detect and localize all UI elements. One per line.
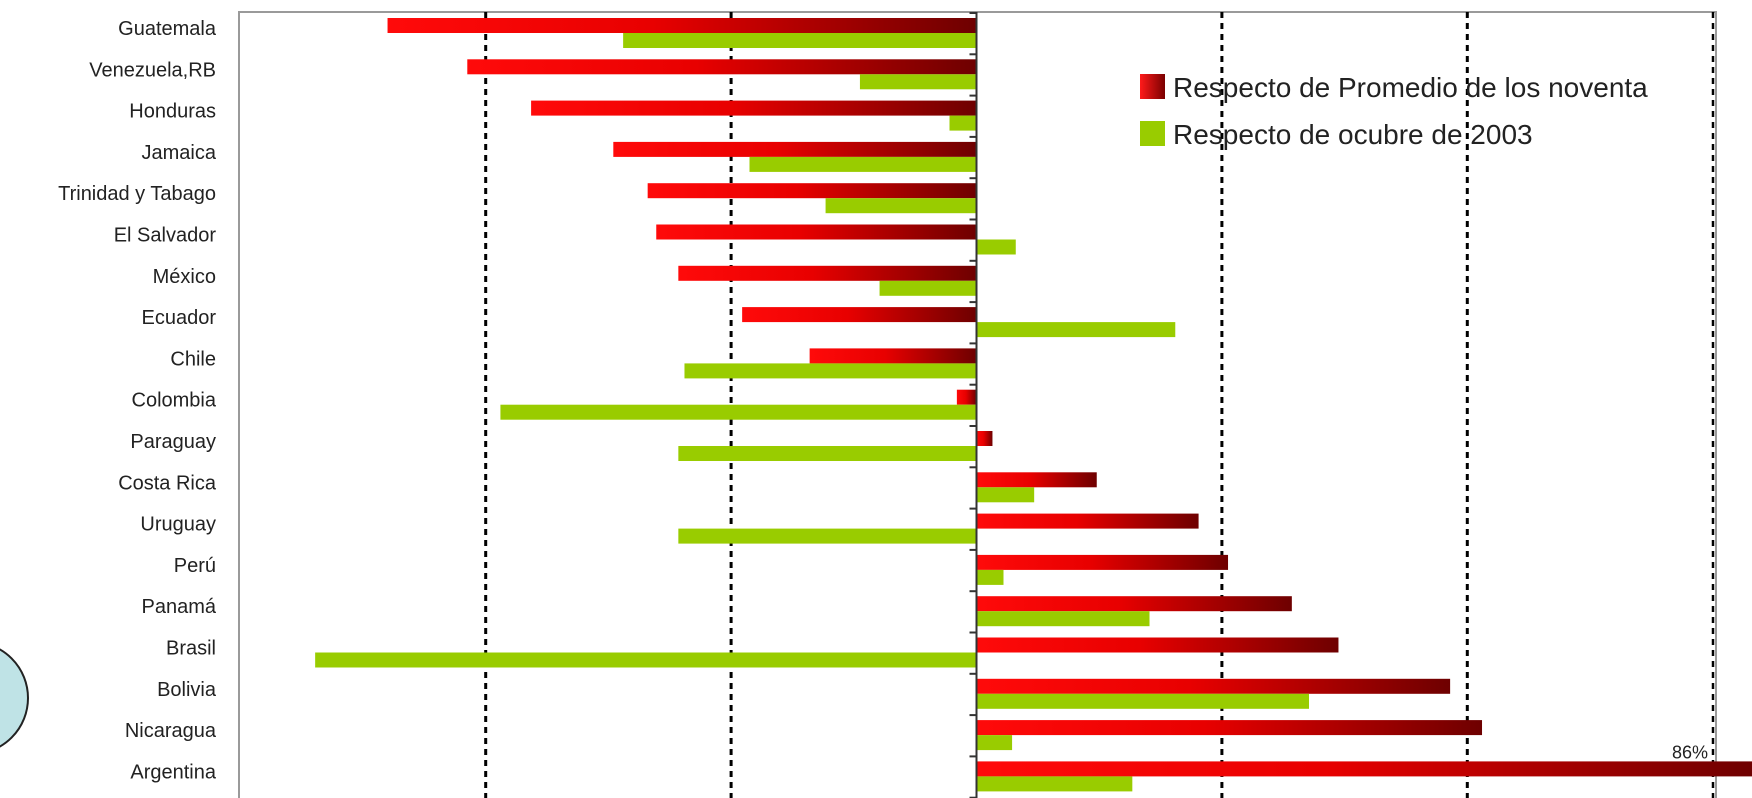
bar-promedio-panam-: [976, 596, 1292, 612]
legend-swatch-promedio: [1140, 74, 1165, 99]
bar-promedio-bolivia: [976, 678, 1451, 694]
category-label: Venezuela,RB: [89, 59, 216, 81]
category-label: Bolivia: [157, 679, 217, 701]
category-label: Ecuador: [142, 307, 217, 329]
bar-promedio-venezuela-rb: [467, 59, 977, 75]
category-label: Panamá: [142, 596, 217, 618]
bar-promedio-trinidad-y-tabago: [647, 183, 977, 199]
category-label: Nicaragua: [125, 720, 217, 742]
bar-octubre-panam-: [976, 611, 1150, 627]
legend-label-octubre: Respecto de ocubre de 2003: [1173, 119, 1533, 150]
category-label: Jamaica: [142, 142, 217, 164]
bar-promedio-brasil: [976, 637, 1339, 653]
bar-octubre-per-: [976, 569, 1004, 585]
category-label: Costa Rica: [118, 472, 217, 494]
bar-octubre-guatemala: [623, 33, 977, 48]
bar-promedio-guatemala: [387, 18, 977, 33]
bar-promedio-el-salvador: [656, 224, 977, 240]
bars: [315, 18, 1752, 792]
bar-promedio-costa-rica: [976, 472, 1097, 488]
bar-octubre-chile: [684, 363, 977, 379]
bar-promedio-honduras: [531, 100, 977, 116]
data-labels: 86%: [1672, 742, 1708, 762]
category-label: Argentina: [130, 761, 216, 783]
bar-promedio-argentina: [976, 761, 1752, 777]
bar-promedio-nicaragua: [976, 720, 1483, 736]
bar-octubre-bolivia: [976, 693, 1310, 709]
category-label: Uruguay: [140, 514, 216, 536]
bar-octubre-argentina: [976, 776, 1133, 792]
data-label: 86%: [1672, 742, 1708, 762]
bar-octubre-costa-rica: [976, 487, 1035, 503]
bar-octubre-ecuador: [976, 322, 1176, 338]
category-label: Honduras: [129, 101, 216, 123]
bar-promedio-chile: [809, 348, 977, 364]
category-label: Colombia: [132, 390, 217, 412]
bar-octubre-el-salvador: [976, 239, 1016, 255]
bar-promedio-ecuador: [742, 307, 977, 323]
category-labels: Guatemala Venezuela,RB Honduras Jamaica Trin…: [58, 18, 217, 783]
category-label: Paraguay: [130, 431, 216, 453]
bar-octubre-honduras: [949, 115, 977, 131]
legend-label-promedio: Respecto de Promedio de los noventa: [1173, 72, 1648, 103]
bar-promedio-per-: [976, 554, 1229, 570]
bar-promedio-colombia: [956, 389, 977, 405]
category-label: Chile: [170, 348, 216, 370]
category-label: El Salvador: [114, 225, 217, 247]
category-label: Perú: [174, 555, 216, 577]
bar-promedio-paraguay: [976, 431, 993, 446]
category-label: México: [153, 266, 216, 288]
category-label: Brasil: [166, 638, 216, 660]
bar-octubre-paraguay: [678, 446, 977, 461]
bar-promedio-uruguay: [976, 513, 1199, 529]
bar-octubre-uruguay: [678, 528, 977, 544]
bar-promedio-jamaica: [613, 141, 977, 157]
decorative-circle: [0, 648, 29, 748]
category-label: Guatemala: [118, 18, 217, 40]
bar-octubre-colombia: [500, 404, 977, 420]
bar-promedio-m-xico: [678, 265, 977, 281]
bar-octubre-brasil: [315, 652, 977, 668]
legend: Respecto de Promedio de los noventa Resp…: [1140, 72, 1648, 150]
bar-octubre-venezuela-rb: [859, 74, 977, 90]
category-label: Trinidad y Tabago: [58, 183, 216, 205]
bar-octubre-trinidad-y-tabago: [825, 198, 977, 214]
legend-swatch-octubre: [1140, 121, 1165, 146]
bar-octubre-nicaragua: [976, 735, 1013, 751]
bar-octubre-m-xico: [879, 280, 977, 296]
bar-octubre-jamaica: [749, 156, 977, 172]
